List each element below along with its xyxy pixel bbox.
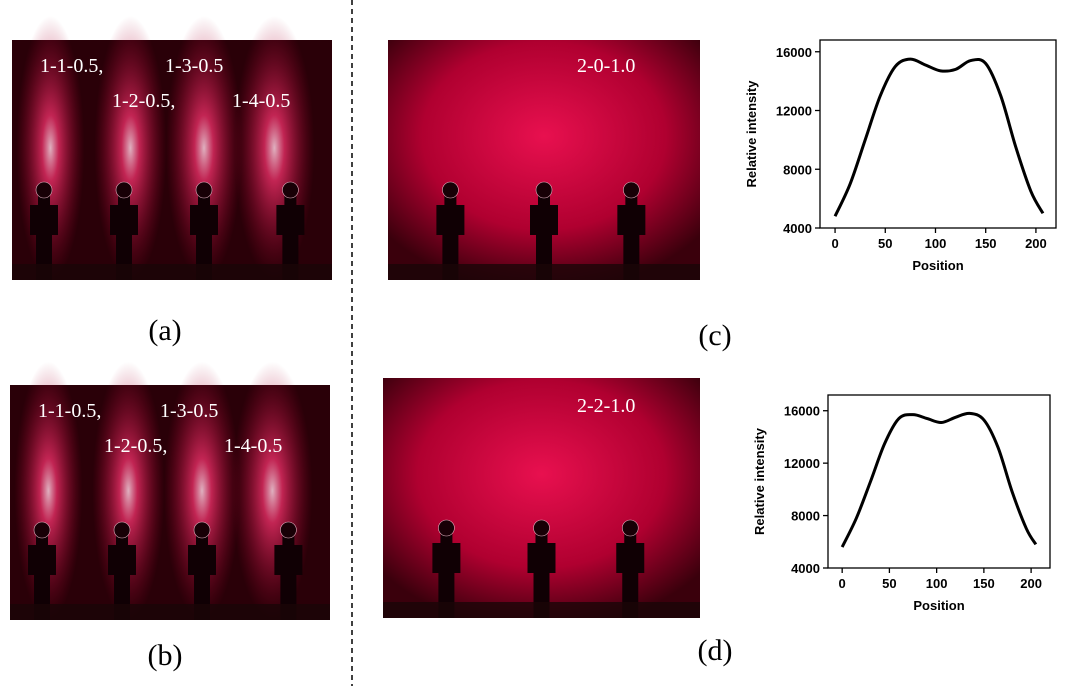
y-tick-label: 12000 bbox=[776, 104, 812, 119]
photo-caption: 2-2-1.0 bbox=[577, 395, 635, 417]
lamp-head bbox=[282, 182, 298, 198]
y-axis-label: Relative intensity bbox=[752, 427, 767, 535]
photo-caption: 1-3-0.5 bbox=[165, 55, 223, 77]
panel-label: (a) bbox=[148, 314, 181, 347]
y-axis-label: Relative intensity bbox=[744, 80, 759, 188]
lamp-head bbox=[114, 522, 130, 538]
photo-caption: 1-1-0.5, bbox=[40, 55, 103, 77]
x-tick-label: 150 bbox=[975, 236, 997, 251]
x-tick-label: 100 bbox=[925, 236, 947, 251]
lamp-head bbox=[280, 522, 296, 538]
panel-label: (b) bbox=[148, 639, 183, 672]
y-tick-label: 16000 bbox=[784, 404, 820, 419]
y-tick-label: 8000 bbox=[783, 162, 812, 177]
lamp-head bbox=[622, 520, 638, 536]
plot-frame bbox=[820, 40, 1056, 228]
x-axis-label: Position bbox=[913, 598, 964, 613]
photo-caption: 1-4-0.5 bbox=[224, 435, 282, 457]
y-tick-label: 8000 bbox=[791, 509, 820, 524]
lamp-head bbox=[623, 182, 639, 198]
photo-caption: 1-4-0.5 bbox=[232, 90, 290, 112]
figure: 1-1-0.5, 1-3-0.5 1-2-0.5, 1-4-0.5 (a) 1-1-0.5… bbox=[0, 0, 1070, 686]
floor bbox=[10, 604, 330, 620]
lamp-head bbox=[536, 182, 552, 198]
photo: 1-1-0.5, 1-3-0.5 1-2-0.5, 1-4-0.5 bbox=[12, 16, 332, 280]
x-tick-label: 200 bbox=[1025, 236, 1047, 251]
y-tick-label: 4000 bbox=[791, 561, 820, 576]
lamp-head bbox=[442, 182, 458, 198]
x-tick-label: 0 bbox=[839, 576, 846, 591]
lamp-head bbox=[196, 182, 212, 198]
x-axis-label: Position bbox=[912, 258, 963, 273]
floor bbox=[388, 264, 700, 280]
lamp-head bbox=[534, 520, 550, 536]
x-tick-label: 0 bbox=[831, 236, 838, 251]
panel-label: (c) bbox=[698, 319, 731, 352]
line bbox=[842, 413, 1036, 547]
lamp-head bbox=[116, 182, 132, 198]
floor bbox=[12, 264, 332, 280]
x-tick-label: 50 bbox=[878, 236, 892, 251]
x-tick-label: 200 bbox=[1020, 576, 1042, 591]
x-tick-label: 100 bbox=[926, 576, 948, 591]
photo-caption: 1-2-0.5, bbox=[112, 90, 175, 112]
x-tick-label: 150 bbox=[973, 576, 995, 591]
photo: 2-0-1.0 bbox=[388, 40, 700, 280]
photo: 2-2-1.0 bbox=[383, 378, 700, 618]
y-tick-label: 16000 bbox=[776, 45, 812, 60]
y-tick-label: 4000 bbox=[783, 221, 812, 236]
photo-caption: 1-2-0.5, bbox=[104, 435, 167, 457]
floor bbox=[383, 602, 700, 618]
lamp-head bbox=[34, 522, 50, 538]
photo-caption: 1-1-0.5, bbox=[38, 400, 101, 422]
light-streak bbox=[232, 362, 312, 621]
lamp-head bbox=[194, 522, 210, 538]
y-tick-label: 12000 bbox=[784, 456, 820, 471]
light-streak bbox=[234, 16, 314, 280]
panel-label: (d) bbox=[698, 634, 733, 667]
line bbox=[835, 59, 1043, 216]
photo: 1-1-0.5, 1-3-0.5 1-2-0.5, 1-4-0.5 bbox=[10, 362, 330, 621]
photo-caption: 2-0-1.0 bbox=[577, 55, 635, 77]
lamp-head bbox=[438, 520, 454, 536]
photo-caption: 1-3-0.5 bbox=[160, 400, 218, 422]
x-tick-label: 50 bbox=[882, 576, 896, 591]
lamp-head bbox=[36, 182, 52, 198]
